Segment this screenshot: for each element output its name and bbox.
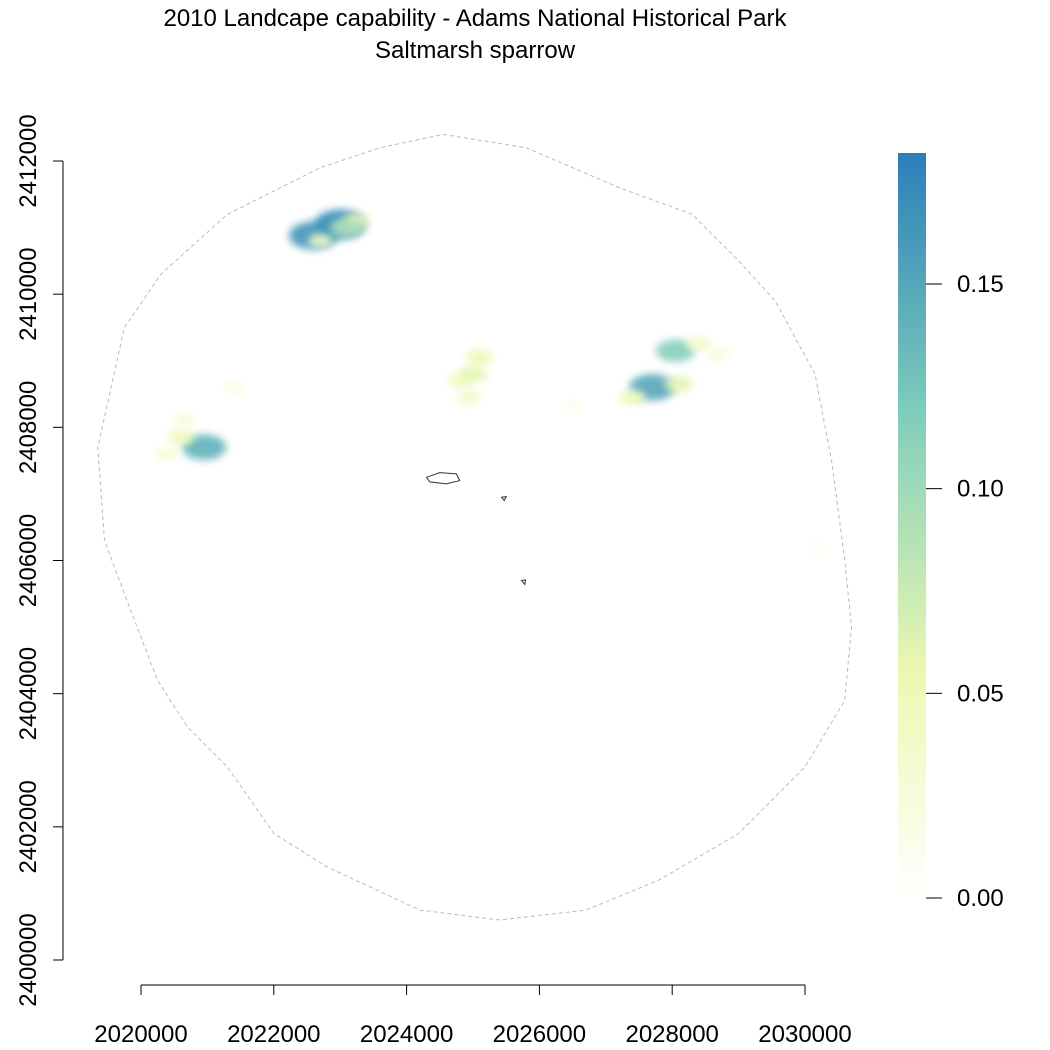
legend-tick-label: 0.10 (957, 476, 1004, 503)
park-boundaries (425, 472, 527, 586)
y-tick-label: 2406000 (15, 514, 42, 607)
study-area-boundary-line (97, 133, 853, 921)
y-tick-label: 2400000 (15, 913, 42, 1006)
capability-patch (655, 339, 696, 363)
y-tick-label: 2404000 (15, 647, 42, 740)
x-tick-label: 2030000 (758, 1021, 851, 1048)
capability-patch (707, 347, 730, 361)
capability-patch (619, 389, 646, 405)
y-tick-label: 2408000 (15, 381, 42, 474)
y-tick-label: 2410000 (15, 247, 42, 340)
capability-patch (465, 349, 494, 366)
y-axis: 2400000 2402000 2404000 2406000 2408000 24100… (15, 114, 64, 1007)
capability-patch (307, 233, 333, 248)
color-legend: 0.00 0.05 0.10 0.15 (898, 153, 1004, 912)
capability-patch (664, 375, 694, 393)
capability-patch (156, 447, 179, 461)
x-tick-label: 2028000 (625, 1021, 718, 1048)
x-tick-label: 2022000 (227, 1021, 320, 1048)
study-area-boundary (97, 133, 853, 921)
legend-tick-label: 0.05 (957, 680, 1004, 707)
capability-patch (686, 337, 712, 352)
legend-tick-label: 0.00 (957, 885, 1004, 912)
capability-patch (181, 434, 227, 460)
x-tick-label: 2024000 (360, 1021, 453, 1048)
capability-patch (458, 365, 488, 383)
capability-patch (329, 217, 365, 238)
capability-patch (457, 390, 482, 405)
x-tick-label: 2020000 (94, 1021, 187, 1048)
y-tick-label: 2402000 (15, 780, 42, 873)
capability-patch (167, 429, 195, 445)
capability-patch (562, 401, 583, 413)
legend-colorbar (898, 153, 926, 898)
park-boundary (425, 472, 461, 485)
capability-patch (223, 381, 245, 394)
park-boundary (520, 579, 527, 586)
chart-title: 2010 Landcape capability - Adams Nationa… (163, 5, 787, 32)
y-tick-label: 2412000 (15, 114, 42, 207)
x-axis: 2020000 2022000 2024000 2026000 2028000 20300… (94, 984, 852, 1048)
legend-ticks: 0.00 0.05 0.10 0.15 (926, 271, 1004, 912)
chart-subtitle: Saltmarsh sparrow (375, 37, 576, 64)
capability-patch (808, 541, 828, 553)
x-tick-label: 2026000 (493, 1021, 586, 1048)
capability-patches (156, 209, 828, 553)
legend-tick-label: 0.15 (957, 271, 1004, 298)
park-boundary (500, 495, 508, 502)
capability-patch (172, 414, 196, 428)
